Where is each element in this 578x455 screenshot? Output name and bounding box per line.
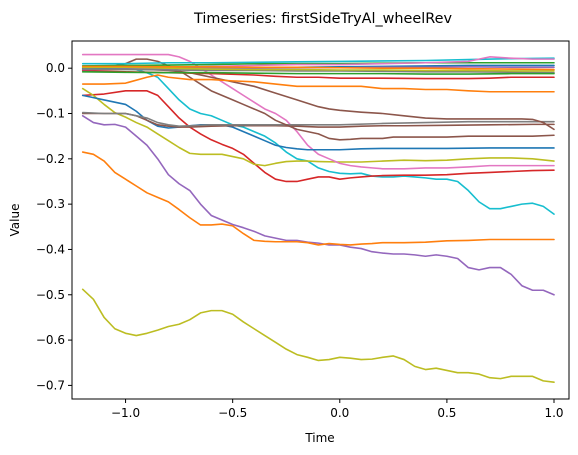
series-line-22 (81, 71, 555, 75)
y-axis: 0.0 −0.1 −0.2 −0.3 −0.4 −0.5 −0.6 −0.7 (36, 61, 72, 392)
series-line-8 (81, 94, 555, 151)
series-line-9 (81, 112, 555, 128)
y-tick-label: −0.5 (36, 288, 65, 302)
y-tick-label: −0.4 (36, 242, 65, 256)
series-line-10 (81, 111, 555, 127)
y-tick-label: −0.2 (36, 152, 65, 166)
series-line-6 (81, 87, 555, 167)
x-axis: −1.0 −0.5 0.0 0.5 1.0 (111, 399, 564, 420)
plot-frame (71, 40, 570, 400)
y-axis-label: Value (8, 204, 22, 237)
series-line-1 (81, 288, 555, 384)
series-line-20 (81, 68, 555, 74)
series-line-7 (81, 53, 555, 170)
x-tick-label: 1.0 (544, 406, 563, 420)
x-tick-label: −1.0 (111, 406, 140, 420)
y-tick-label: −0.7 (36, 378, 65, 392)
chart-title: Timeseries: firstSideTryAl_wheelRev (193, 11, 452, 27)
series-line-12 (81, 67, 555, 131)
series-layer (81, 53, 555, 384)
x-tick-label: −0.5 (218, 406, 247, 420)
series-line-4 (81, 65, 555, 215)
y-tick-label: −0.6 (36, 333, 65, 347)
series-line-23 (81, 65, 555, 71)
x-tick-label: 0.5 (437, 406, 456, 420)
series-line-3 (81, 151, 555, 246)
series-line-13 (81, 74, 555, 93)
series-line-5 (81, 90, 555, 183)
series-line-15 (81, 61, 555, 67)
y-tick-label: −0.1 (36, 107, 65, 121)
y-tick-label: −0.3 (36, 197, 65, 211)
x-axis-label: Time (304, 431, 334, 445)
series-line-21 (81, 66, 555, 72)
y-tick-label: 0.0 (46, 61, 65, 75)
series-line-2 (81, 114, 555, 296)
x-tick-label: 0.0 (330, 406, 349, 420)
